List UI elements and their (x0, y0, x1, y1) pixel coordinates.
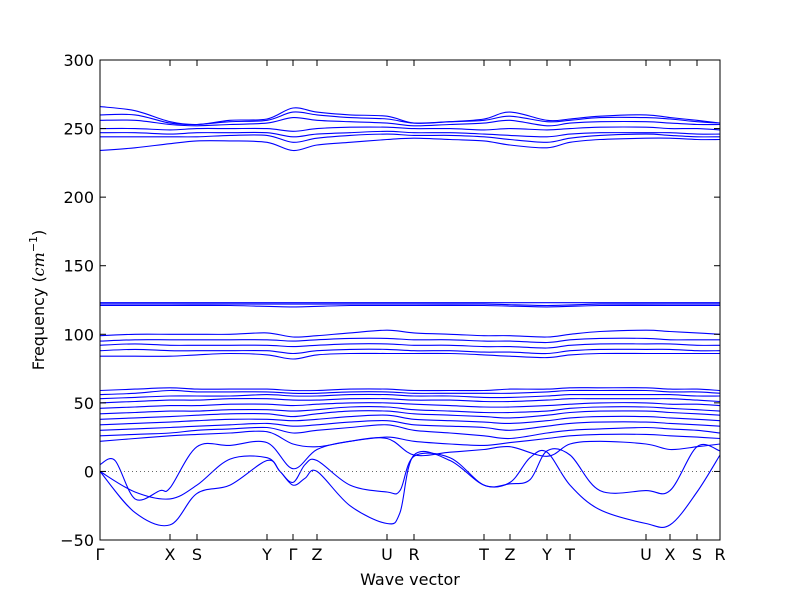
band-line-5 (99, 424, 721, 440)
y-tick-label: 150 (63, 257, 94, 276)
x-tick-label: X (665, 545, 676, 564)
band-line-13 (99, 389, 721, 396)
y-tick-label: −50 (60, 531, 94, 550)
band-line-19 (99, 329, 721, 338)
band-line-29 (99, 106, 721, 126)
x-tick-label: S (692, 545, 702, 564)
y-tick-label: 250 (63, 120, 94, 139)
y-axis-label-exponent: −1 (27, 236, 40, 252)
x-tick-label: R (408, 545, 419, 564)
y-axis-label: Frequency (cm−1) (27, 230, 48, 371)
band-line-12 (99, 393, 721, 400)
y-tick-label: 300 (63, 51, 94, 70)
phonon-bands (99, 106, 721, 529)
band-line-14 (99, 387, 721, 392)
y-tick-label: 200 (63, 188, 94, 207)
y-axis-label-text: Frequency ( (29, 276, 48, 370)
band-line-6 (99, 420, 721, 431)
x-tick-label: T (478, 545, 489, 564)
x-tick-label: Y (541, 545, 552, 564)
y-axis-label-unit: cm (29, 252, 48, 276)
y-tick-label: 0 (84, 462, 94, 481)
band-line-23 (99, 137, 721, 152)
x-tick-label: Γ (96, 545, 105, 564)
band-line-10 (99, 402, 721, 409)
band-line-27 (99, 116, 721, 127)
x-tick-label: T (564, 545, 575, 564)
plot-frame (99, 59, 721, 541)
x-axis-label: Wave vector (360, 570, 460, 589)
x-tick-label: Z (505, 545, 516, 564)
band-line-17 (99, 343, 721, 349)
band-line-25 (99, 130, 721, 138)
band-line-18 (99, 337, 720, 344)
y-tick-label: 100 (63, 325, 94, 344)
band-line-2 (99, 443, 721, 500)
x-tick-label: X (165, 545, 176, 564)
band-line-11 (99, 398, 721, 404)
band-line-24 (100, 133, 721, 143)
x-tick-label: U (381, 545, 393, 564)
band-line-26 (99, 126, 721, 132)
y-axis-label-close: ) (29, 230, 48, 236)
band-line-20 (100, 304, 720, 308)
x-tick-label: U (640, 545, 652, 564)
band-line-1 (99, 449, 721, 529)
band-line-3 (99, 437, 721, 501)
y-tick-label: 50 (74, 394, 94, 413)
x-tick-label: Y (261, 545, 272, 564)
x-tick-label: S (192, 545, 202, 564)
band-line-4 (99, 430, 721, 448)
band-line-16 (99, 348, 721, 355)
band-line-9 (99, 406, 721, 415)
x-tick-label: Z (312, 545, 323, 564)
band-line-8 (99, 410, 721, 420)
y-axis-ticks: −50 0 50 100 150 200 250 300 (60, 51, 720, 550)
x-tick-label: R (714, 545, 725, 564)
band-line-21 (100, 303, 720, 307)
band-line-7 (99, 414, 721, 426)
band-line-15 (100, 352, 720, 360)
x-tick-label: Γ (289, 545, 298, 564)
